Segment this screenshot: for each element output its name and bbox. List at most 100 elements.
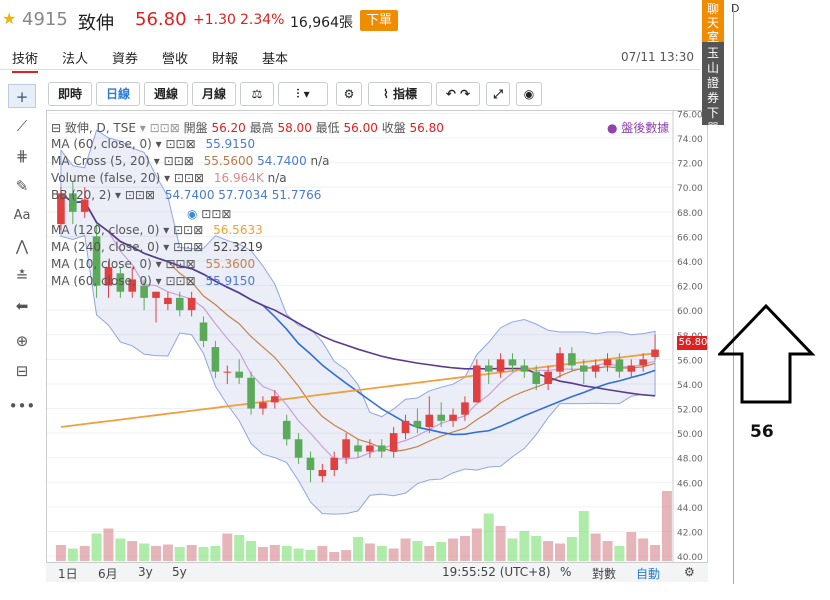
interval-weekly-button[interactable]: 週線: [144, 82, 188, 106]
range-1d[interactable]: 1日: [58, 567, 78, 581]
legend-row-value: 56.5633: [213, 223, 263, 237]
interval-intraday-button[interactable]: 即時: [48, 82, 92, 106]
chart-bottom-bar: 1日 6月 3y 5y 19:55:52 (UTC+8) % 對數 自動 ⚙: [46, 562, 708, 582]
chart-type-icon[interactable]: ⫶ ▾: [278, 82, 328, 106]
candle-body: [92, 236, 101, 286]
broker-order-tab[interactable]: 玉山證券下單: [706, 46, 719, 135]
y-tick-label: 60.00: [677, 307, 703, 317]
legend-visibility-icons[interactable]: ◉ ⊡⊡⊠: [187, 207, 232, 221]
range-5y[interactable]: 5y: [172, 565, 187, 579]
candle-body: [282, 420, 291, 440]
interval-monthly-button[interactable]: 月線: [192, 82, 236, 106]
candle-body: [271, 396, 279, 403]
range-3y[interactable]: 3y: [138, 565, 153, 579]
candle-body: [330, 457, 339, 471]
tab-revenue[interactable]: 營收: [162, 52, 189, 67]
volume-bar: [483, 513, 494, 561]
crosshair-icon[interactable]: +: [8, 84, 36, 108]
candle-body: [413, 420, 422, 427]
order-button[interactable]: 下單: [360, 10, 398, 31]
legend-open-value: 56.20: [211, 121, 246, 135]
legend-low-label: 最低: [315, 121, 340, 135]
legend-high-value: 58.00: [277, 121, 312, 135]
more-icon[interactable]: •••: [8, 397, 36, 415]
favorite-star-icon[interactable]: ★: [2, 9, 17, 28]
y-tick-label: 68.00: [677, 209, 703, 219]
camera-icon[interactable]: ◉: [516, 82, 542, 106]
text-tool-icon[interactable]: Aa: [13, 208, 31, 223]
compare-icon[interactable]: ⚖: [240, 82, 274, 106]
y-tick-label: 54.00: [677, 381, 703, 391]
price-chart[interactable]: 76.00 74.00 72.00 70.00 68.00 66.00 64.00 62.00…: [46, 110, 708, 582]
chart-toolbar: 即時 日線 週線 月線 ⚖ ⫶ ▾ ⚙ ⌇ 指標 ↶ ↷ ⤢ ◉: [46, 82, 708, 108]
chat-room-tab[interactable]: 聊天室: [702, 0, 724, 44]
fib-tool-icon[interactable]: ⋕: [15, 147, 29, 165]
candle-body: [187, 297, 196, 311]
candle-body: [223, 371, 232, 373]
after-hours-link[interactable]: ● 盤後數據: [607, 121, 670, 135]
legend-collapse-icon[interactable]: ⊟: [51, 121, 62, 135]
pattern-icon[interactable]: ⋀: [15, 237, 29, 255]
volume-bar: [388, 548, 399, 561]
volume-bar: [174, 547, 185, 561]
candle-body: [342, 439, 350, 458]
undo-redo-icon[interactable]: ↶ ↷: [436, 82, 480, 106]
auto-scale-toggle[interactable]: 自動: [636, 567, 661, 581]
percent-toggle[interactable]: %: [560, 565, 572, 579]
legend-row-value3: n/a: [310, 154, 330, 168]
bottom-settings-gear-icon[interactable]: ⚙: [684, 565, 695, 579]
measure-icon[interactable]: ≛: [15, 267, 29, 285]
tab-basic[interactable]: 基本: [262, 52, 289, 67]
candle-body: [615, 359, 624, 372]
trend-line-icon[interactable]: ⟋: [16, 117, 28, 135]
stock-price: 56.80: [135, 9, 187, 30]
legend-row-value: 55.9150: [205, 137, 256, 151]
legend-row-value2: 57.7034: [218, 188, 268, 202]
visibility-eye-icon[interactable]: ◉: [187, 207, 198, 221]
price-change-pct: 2.34%: [240, 12, 285, 28]
candle-body: [401, 420, 410, 434]
volume-bar: [507, 538, 518, 561]
legend-eye-icon[interactable]: ▾ ⊡⊡⊠: [139, 121, 180, 135]
legend-close-label: 收盤: [381, 121, 406, 135]
volume-bar: [186, 545, 197, 561]
zoom-icon[interactable]: ⊕: [15, 332, 29, 350]
settings-gear-icon[interactable]: ⚙: [336, 82, 362, 106]
candle-body: [544, 371, 552, 384]
arrow-left-icon[interactable]: ⬅: [15, 297, 29, 315]
tab-technical[interactable]: 技術: [12, 48, 39, 73]
legend-row-value: 55.5600: [203, 154, 254, 168]
y-tick-label: 44.00: [677, 504, 703, 514]
interval-daily-button[interactable]: 日線: [96, 82, 140, 106]
volume-bar: [162, 544, 173, 561]
y-tick-label: 50.00: [677, 430, 703, 440]
range-6m[interactable]: 6月: [98, 567, 118, 581]
legend-row-value2: 54.7400: [257, 154, 307, 168]
y-tick-label: 40.00: [677, 553, 703, 563]
brush-icon[interactable]: ✎: [15, 177, 29, 195]
candle-body: [306, 457, 315, 471]
legend-row-label: MA (240, close, 0): [51, 240, 160, 254]
tab-institutional[interactable]: 法人: [62, 52, 89, 67]
indicators-button[interactable]: ⌇ 指標: [368, 82, 432, 106]
volume-bar: [626, 532, 637, 561]
volume-bar: [55, 545, 66, 561]
ruler-icon[interactable]: ⊟: [15, 362, 29, 380]
right-sidebar: 聊天室 玉山證券下單: [702, 0, 724, 135]
quote-datetime: 07/11 13:30: [621, 50, 694, 64]
volume-bar: [210, 546, 221, 561]
candle-body: [259, 402, 267, 409]
volume-bar: [269, 545, 280, 561]
log-toggle[interactable]: 對數: [592, 567, 617, 581]
y-tick-label: 56.00: [677, 356, 703, 366]
legend-row: BB (20, 2) ▾ ⊡⊡⊠ 54.7400 57.7034 51.7766: [51, 188, 322, 202]
volume-bar: [364, 543, 375, 561]
volume-bar: [79, 546, 90, 561]
tab-margin[interactable]: 資券: [112, 52, 139, 67]
volume-bar: [317, 546, 328, 561]
tab-financials[interactable]: 財報: [212, 52, 239, 67]
volume-bar: [293, 548, 304, 561]
fullscreen-icon[interactable]: ⤢: [486, 82, 510, 106]
legend-row-value3: 51.7766: [271, 188, 322, 202]
last-price-tag: 56.80: [677, 336, 708, 350]
